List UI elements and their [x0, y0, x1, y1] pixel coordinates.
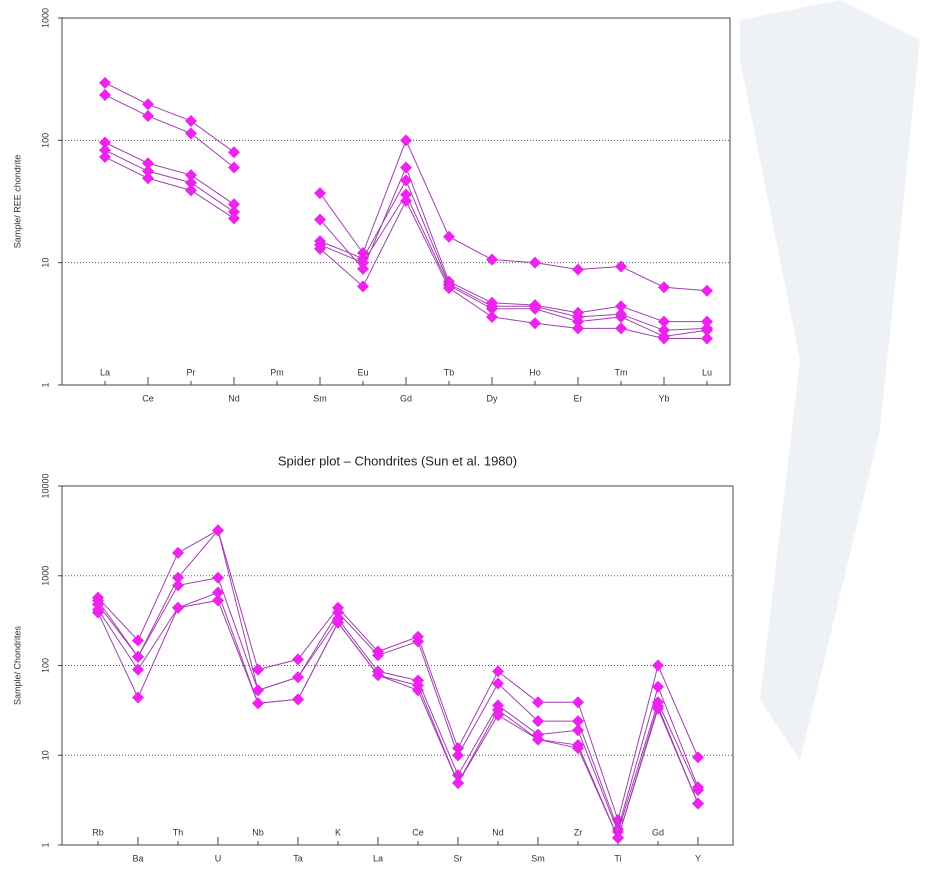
- y-axis-label: Sample/ REE chondrite: [12, 155, 22, 249]
- x-tick-label: Ta: [293, 853, 303, 863]
- y-tick-label: 100: [40, 658, 50, 673]
- y-tick-label: 10: [40, 750, 50, 760]
- x-tick-label: Nd: [228, 393, 240, 403]
- x-tick-label: La: [100, 367, 110, 377]
- x-tick-label: Gd: [652, 827, 664, 837]
- x-tick-label: Ho: [529, 367, 541, 377]
- x-tick-label: Tm: [615, 367, 628, 377]
- y-tick-label: 1: [40, 382, 50, 387]
- x-tick-label: Rb: [92, 827, 104, 837]
- x-tick-label: Ce: [142, 393, 154, 403]
- x-tick-label: U: [215, 853, 222, 863]
- x-tick-label: Y: [695, 853, 701, 863]
- x-tick-label: Zr: [574, 827, 583, 837]
- x-tick-label: Nb: [252, 827, 264, 837]
- y-tick-label: 1000: [40, 566, 50, 586]
- y-tick-label: 10: [40, 258, 50, 268]
- y-tick-label: 1000: [40, 8, 50, 28]
- x-tick-label: Ti: [614, 853, 621, 863]
- x-tick-label: K: [335, 827, 341, 837]
- x-tick-label: Pm: [270, 367, 284, 377]
- x-tick-label: Ba: [132, 853, 143, 863]
- x-tick-label: Nd: [492, 827, 504, 837]
- x-tick-label: Ce: [412, 827, 424, 837]
- chart-title: Spider plot – Chondrites (Sun et al. 198…: [278, 453, 517, 468]
- x-tick-label: Th: [173, 827, 184, 837]
- x-tick-label: La: [373, 853, 383, 863]
- x-tick-label: Tb: [444, 367, 455, 377]
- x-tick-label: Sr: [454, 853, 463, 863]
- x-tick-label: Pr: [187, 367, 196, 377]
- y-tick-label: 10000: [40, 473, 50, 498]
- x-tick-label: Gd: [400, 393, 412, 403]
- x-tick-label: Sm: [313, 393, 327, 403]
- y-tick-label: 100: [40, 133, 50, 148]
- y-tick-label: 1: [40, 842, 50, 847]
- x-tick-label: Lu: [702, 367, 712, 377]
- x-tick-label: Eu: [357, 367, 368, 377]
- x-tick-label: Er: [574, 393, 583, 403]
- page: Sample/ REE chondrite 1 10 100 1000 La Ce Pr Nd P…: [0, 0, 937, 871]
- x-tick-label: Sm: [531, 853, 545, 863]
- y-axis-label: Sample/ Chondrites: [12, 625, 22, 705]
- x-tick-label: Yb: [658, 393, 669, 403]
- x-tick-label: Dy: [487, 393, 498, 403]
